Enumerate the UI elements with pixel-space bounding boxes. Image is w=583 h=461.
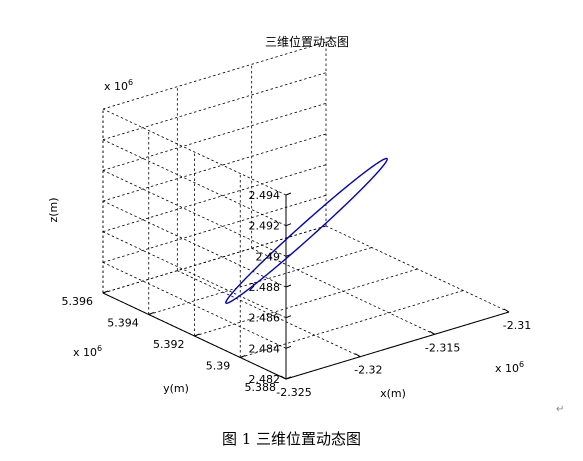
figure-caption: 图 1 三维位置动态图	[221, 430, 362, 448]
back-wall-grid-z	[102, 133, 327, 202]
back-wall-grid-z	[102, 102, 327, 171]
z-tick-mark	[285, 192, 292, 196]
back-wall-grid-z	[102, 72, 327, 141]
side-wall-grid-z	[102, 108, 287, 196]
z-tick-label: 2.486	[249, 312, 281, 325]
x-tick-mark	[280, 375, 287, 380]
floor-grid-x	[325, 225, 510, 313]
trajectory-series	[225, 157, 388, 304]
x-tick-label: -2.32	[354, 364, 382, 377]
z-tick-mark	[285, 376, 292, 380]
paragraph-mark: ↵	[556, 404, 565, 415]
y-tick-mark	[102, 290, 109, 294]
side-wall-grid-z	[102, 169, 287, 257]
y-tick-label: 5.396	[62, 295, 94, 308]
x-axis-label: x(m)	[380, 387, 406, 400]
x-tick-mark	[355, 353, 361, 358]
x-exponent-label: x 106	[495, 360, 524, 375]
floor-grid-y	[194, 268, 418, 337]
back-wall-grid-z	[102, 194, 327, 263]
y-tick-mark	[194, 333, 200, 337]
x-tick-label: -2.31	[503, 319, 531, 332]
axes-box	[102, 192, 510, 380]
side-wall-grid-z	[102, 231, 287, 319]
floor-grid-y	[148, 247, 372, 315]
back-wall-grid-z	[102, 41, 327, 110]
x-tick-label: -2.315	[425, 341, 460, 354]
y-tick-label: 5.392	[153, 338, 185, 351]
z-tick-label: 2.49	[256, 250, 281, 263]
x-tick-label: -2.325	[276, 386, 311, 399]
y-tick-mark	[148, 312, 154, 315]
z-exponent-label: x 106	[104, 78, 133, 93]
z-tick-mark	[285, 345, 292, 349]
y-tick-label: 5.394	[107, 317, 139, 330]
trajectory-ellipse	[225, 157, 388, 304]
side-wall-grid-z	[102, 139, 287, 227]
z-tick-mark	[285, 223, 292, 227]
side-wall-grid-z	[102, 200, 287, 288]
z-tick-label: 2.482	[249, 373, 281, 386]
y-tick-mark	[240, 355, 246, 358]
x-tick-mark	[429, 330, 435, 335]
tick-labels: -2.325 -2.32 -2.315 -2.31 5.388 5.39 5.392 5.39…	[62, 189, 532, 399]
back-wall-grid-z	[102, 225, 327, 294]
chart-title: 三维位置动态图	[265, 34, 349, 49]
z-tick-mark	[285, 284, 292, 288]
y-tick-label: 5.39	[206, 360, 231, 373]
side-wall-grid-z	[102, 261, 287, 349]
z-tick-label: 2.494	[249, 189, 281, 202]
y-tick-label: 5.388	[245, 381, 277, 394]
z-tick-mark	[285, 315, 292, 319]
z-tick-label: 2.488	[249, 281, 281, 294]
z-axis-label: z(m)	[47, 197, 60, 222]
floor-grid-y	[240, 290, 464, 358]
z-tick-label: 2.484	[249, 342, 281, 355]
y-axis-label: y(m)	[163, 382, 189, 395]
floor-grid-x	[177, 270, 361, 358]
grid-lines	[102, 41, 510, 380]
x-tick-mark	[503, 308, 510, 313]
y-exponent-label: x 106	[73, 344, 102, 359]
x-axis-line	[285, 311, 510, 380]
back-wall-grid-z	[102, 164, 327, 233]
z-tick-label: 2.492	[249, 220, 281, 233]
